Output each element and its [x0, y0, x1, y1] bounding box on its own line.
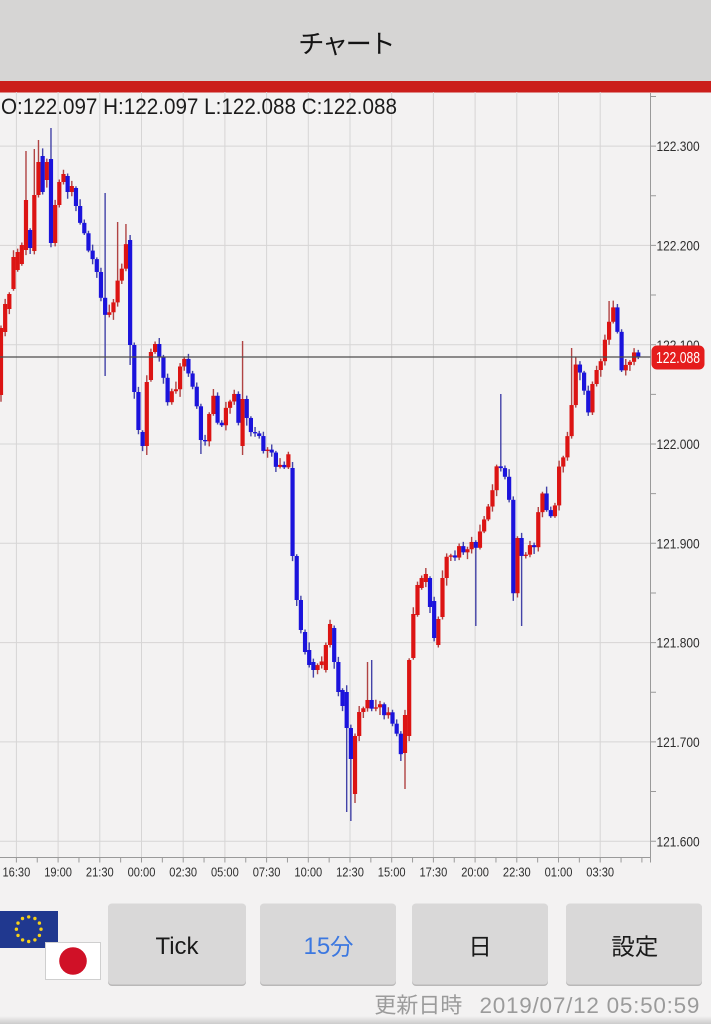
svg-text:Tick: Tick — [155, 933, 199, 960]
svg-text:22:30: 22:30 — [503, 865, 531, 880]
svg-text:O:122.097 H:122.097 L:122.088: O:122.097 H:122.097 L:122.088 C:122.088 — [1, 94, 397, 119]
svg-text:16:30: 16:30 — [3, 865, 31, 880]
svg-text:07:30: 07:30 — [253, 865, 281, 880]
svg-text:17:30: 17:30 — [420, 865, 448, 880]
svg-text:122.000: 122.000 — [657, 436, 700, 452]
svg-text:12:30: 12:30 — [336, 865, 364, 880]
svg-text:121.800: 121.800 — [657, 635, 700, 651]
svg-text:121.900: 121.900 — [657, 535, 700, 551]
svg-text:19:00: 19:00 — [44, 865, 72, 880]
svg-text:122.300: 122.300 — [657, 138, 700, 154]
svg-text:01:00: 01:00 — [545, 865, 573, 880]
svg-text:15:00: 15:00 — [378, 865, 406, 880]
svg-text:15: 15 — [304, 933, 331, 960]
svg-text:122.088: 122.088 — [656, 350, 700, 367]
svg-text:122.200: 122.200 — [657, 238, 700, 254]
svg-text:00:00: 00:00 — [128, 865, 156, 880]
svg-text:121.600: 121.600 — [657, 833, 700, 849]
svg-text:02:30: 02:30 — [169, 865, 197, 880]
svg-text:05:00: 05:00 — [211, 865, 239, 880]
svg-text:21:30: 21:30 — [86, 865, 114, 880]
svg-text:2019/07/12 05:50:59: 2019/07/12 05:50:59 — [480, 993, 701, 1018]
svg-text:03:30: 03:30 — [586, 865, 614, 880]
svg-text:121.700: 121.700 — [657, 734, 700, 750]
svg-text:20:00: 20:00 — [461, 865, 489, 880]
svg-text:10:00: 10:00 — [294, 865, 322, 880]
